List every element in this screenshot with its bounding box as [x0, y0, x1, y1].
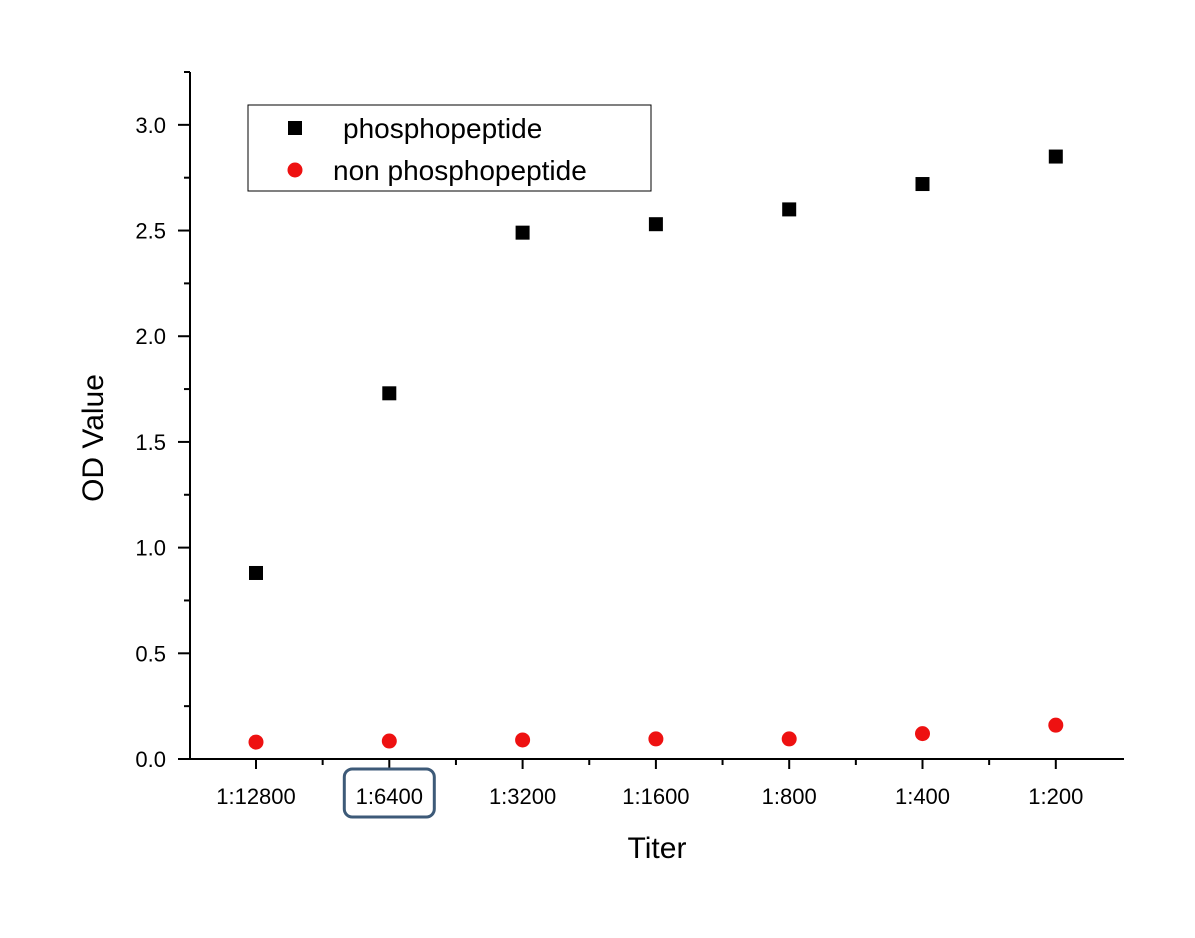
- y-tick-label: 3.0: [135, 113, 166, 138]
- x-tick-label: 1:200: [1028, 784, 1083, 809]
- data-points: [248, 149, 1064, 750]
- legend: phosphopeptide non phosphopeptide: [247, 104, 652, 192]
- x-axis-label: Titer: [628, 832, 687, 865]
- x-tick-highlight-box: [342, 767, 436, 819]
- y-tick-label: 2.0: [135, 324, 166, 349]
- phosphopeptide-point: [515, 225, 530, 240]
- y-tick-label: 0.5: [135, 641, 166, 666]
- y-tick-label: 2.5: [135, 219, 166, 244]
- y-tick-label: 1.5: [135, 430, 166, 455]
- y-axis-label: OD Value: [77, 374, 110, 502]
- non-phosphopeptide-point: [1048, 717, 1064, 733]
- legend-box: [247, 104, 652, 192]
- phosphopeptide-point: [249, 565, 263, 580]
- legend-marker-square: [288, 121, 302, 135]
- non-phosphopeptide-point: [381, 733, 397, 749]
- legend-label: phosphopeptide: [343, 113, 542, 144]
- legend-label: non phosphopeptide: [333, 155, 587, 186]
- x-axis-ticks: 1:12800 1:6400 1:3200 1:1600 1:800 1:400 1:200: [216, 759, 1083, 819]
- non-phosphopeptide-point: [248, 734, 264, 750]
- y-axis-ticks: 0.0 0.5 1.0 1.5 2.0 2.5 3.0: [135, 71, 190, 772]
- y-tick-label: 1.0: [135, 536, 166, 561]
- non-phosphopeptide-point: [781, 731, 797, 747]
- x-tick-label: 1:1600: [622, 784, 689, 809]
- legend-marker-circle: [287, 162, 303, 178]
- x-tick-label: 1:400: [895, 784, 950, 809]
- phosphopeptide-point: [782, 202, 797, 217]
- phosphopeptide-point: [915, 177, 930, 192]
- non-phosphopeptide-point: [648, 731, 664, 747]
- axes: [189, 72, 1124, 760]
- phosphopeptide-point: [648, 217, 663, 232]
- x-tick-label: 1:12800: [216, 784, 296, 809]
- phosphopeptide-point: [382, 386, 397, 401]
- phosphopeptide-point: [1048, 149, 1063, 164]
- non-phosphopeptide-point: [515, 732, 531, 748]
- y-tick-label: 0.0: [135, 747, 166, 772]
- x-tick-label: 1:6400: [356, 784, 423, 809]
- non-phosphopeptide-point: [915, 726, 930, 742]
- x-tick-label: 1:800: [762, 784, 817, 809]
- x-tick-label: 1:3200: [489, 784, 556, 809]
